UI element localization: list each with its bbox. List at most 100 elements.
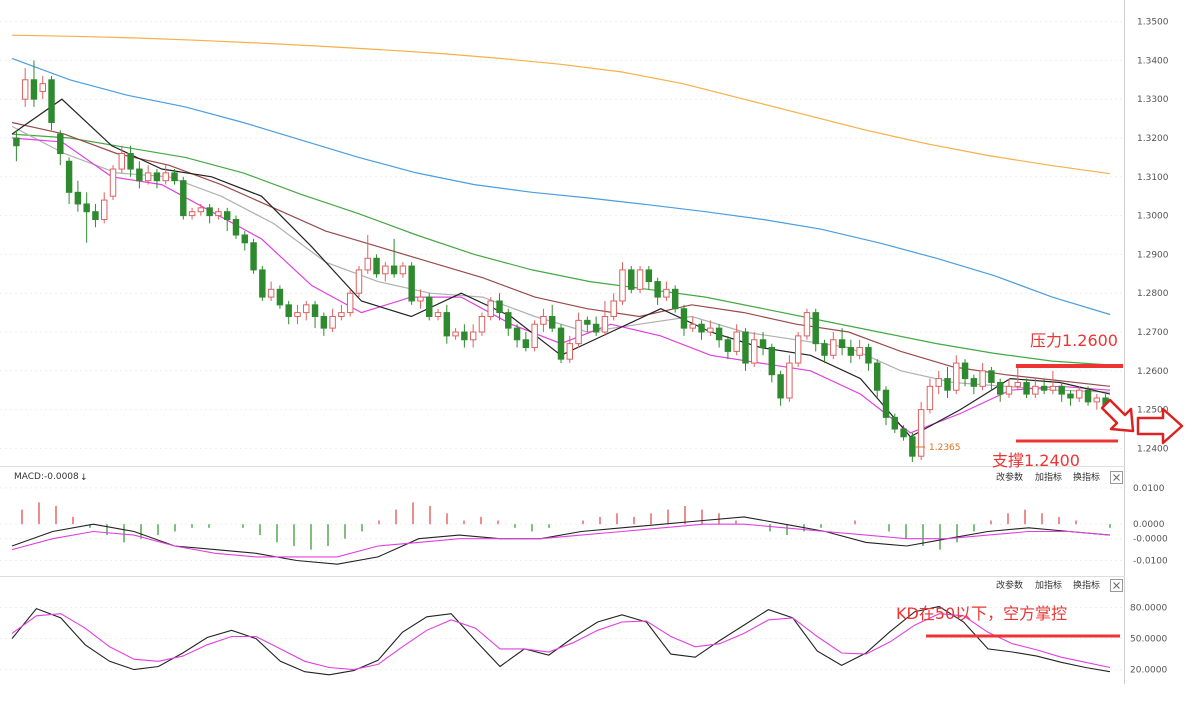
candle-body xyxy=(1067,393,1074,399)
candle-body xyxy=(329,315,336,329)
candle-body xyxy=(92,211,99,220)
kd-switch-indicator-button[interactable]: 换指标 xyxy=(1073,579,1100,591)
candle-body xyxy=(285,304,292,317)
kd-layer xyxy=(11,605,1111,676)
candle-body xyxy=(944,378,951,391)
candle-body xyxy=(926,385,934,411)
candle-body xyxy=(127,153,134,170)
macd-layer xyxy=(11,502,1111,565)
price-tick-label: 1.3100 xyxy=(1137,173,1169,183)
candle-body xyxy=(399,265,407,275)
candle-body xyxy=(162,172,169,182)
price-tick-label: 1.2500 xyxy=(1137,406,1169,416)
candle-body xyxy=(382,265,389,275)
candle-body xyxy=(408,265,415,302)
candle-body xyxy=(267,288,275,298)
low-marker-label: 1.2365 xyxy=(929,443,961,453)
candle-body xyxy=(223,211,231,220)
resistance-label: 压力1.2600 xyxy=(1030,331,1118,350)
candle-body xyxy=(13,137,20,147)
candle-body xyxy=(101,199,108,220)
candle-body xyxy=(838,339,846,349)
kd-add-indicator-button[interactable]: 加指标 xyxy=(1035,579,1062,591)
candle-body xyxy=(724,339,732,352)
candle-body xyxy=(197,207,205,213)
candle-body xyxy=(1084,389,1092,403)
down-arrow-icon xyxy=(1100,398,1135,433)
candle-body xyxy=(522,339,530,349)
candle-body xyxy=(803,312,811,337)
candle-body xyxy=(689,323,696,329)
candle-body xyxy=(496,300,503,314)
kd-close-icon[interactable] xyxy=(1110,579,1123,592)
candle-body xyxy=(628,269,635,290)
candle-body xyxy=(153,172,161,182)
macd-arrow-icon: ↓ xyxy=(80,473,88,483)
candle-body xyxy=(733,331,740,352)
price-tick-label: 1.3500 xyxy=(1137,18,1169,28)
candle-body xyxy=(346,292,354,314)
candle-body xyxy=(891,416,899,430)
kd-tick-label: 50.0000 xyxy=(1130,635,1167,645)
price-tick-label: 1.2700 xyxy=(1137,328,1169,338)
candle-body xyxy=(48,79,55,123)
candle-body xyxy=(57,133,64,155)
candle-body xyxy=(83,203,90,213)
kd-tick-label: 20.0000 xyxy=(1130,666,1167,676)
candle-body xyxy=(469,331,477,341)
moving-average-line xyxy=(11,57,1111,316)
candle-body xyxy=(548,315,556,329)
candle-body xyxy=(461,331,468,341)
macd-tick-label: 0.0000 xyxy=(1133,520,1165,530)
candle-body xyxy=(364,257,371,271)
candle-body xyxy=(65,160,73,193)
candle-body xyxy=(592,323,600,333)
candle-body xyxy=(74,191,82,205)
candle-body xyxy=(671,288,679,310)
candle-body xyxy=(1058,385,1065,395)
moving-average-line xyxy=(11,34,1111,175)
candle-body xyxy=(136,168,143,182)
support-label: 支撑1.2400 xyxy=(992,451,1080,470)
candle-body xyxy=(294,312,301,317)
candle-body xyxy=(259,269,266,298)
candle-body xyxy=(970,378,978,387)
candle-body xyxy=(812,312,819,345)
kd-edit-params-button[interactable]: 改参数 xyxy=(996,579,1023,591)
price-tick-label: 1.3000 xyxy=(1137,212,1169,222)
candle-body xyxy=(909,436,916,457)
candle-body xyxy=(794,335,802,364)
candle-body xyxy=(663,288,670,298)
macd-tick-label: -0.0100 xyxy=(1133,557,1168,567)
kd-tick-labels: 80.0000 50.0000 20.0000 xyxy=(1130,604,1167,676)
macd-edit-params-button[interactable]: 改参数 xyxy=(996,471,1023,483)
candle-body xyxy=(417,296,424,302)
candle-body xyxy=(311,304,319,317)
kd-d-line xyxy=(11,613,1111,671)
candle-body xyxy=(188,211,196,217)
candle-body xyxy=(610,300,617,317)
candle-body xyxy=(505,312,512,329)
candle-body xyxy=(874,362,881,391)
candle-body xyxy=(276,288,284,306)
candle-body xyxy=(830,339,837,356)
candle-body xyxy=(443,312,451,337)
macd-dea-line xyxy=(11,523,1111,558)
candle-body xyxy=(118,153,126,170)
price-tick-label: 1.2900 xyxy=(1137,250,1169,260)
candle-body xyxy=(654,281,661,298)
macd-close-icon[interactable] xyxy=(1110,471,1123,484)
low-marker: 1.2365 xyxy=(915,443,961,453)
candle-body xyxy=(478,315,486,333)
candle-body xyxy=(584,319,591,325)
candle-body xyxy=(865,347,872,364)
candle-body xyxy=(847,347,855,356)
candle-layer xyxy=(13,60,1109,462)
candle-body xyxy=(1014,381,1021,387)
macd-add-indicator-button[interactable]: 加指标 xyxy=(1035,471,1062,483)
candle-body xyxy=(759,339,767,349)
macd-tick-labels: 0.0100 0.0000 -0.0000 -0.0100 xyxy=(1133,484,1168,567)
macd-switch-indicator-button[interactable]: 换指标 xyxy=(1073,471,1100,483)
candle-body xyxy=(39,83,46,92)
candle-body xyxy=(338,312,345,317)
